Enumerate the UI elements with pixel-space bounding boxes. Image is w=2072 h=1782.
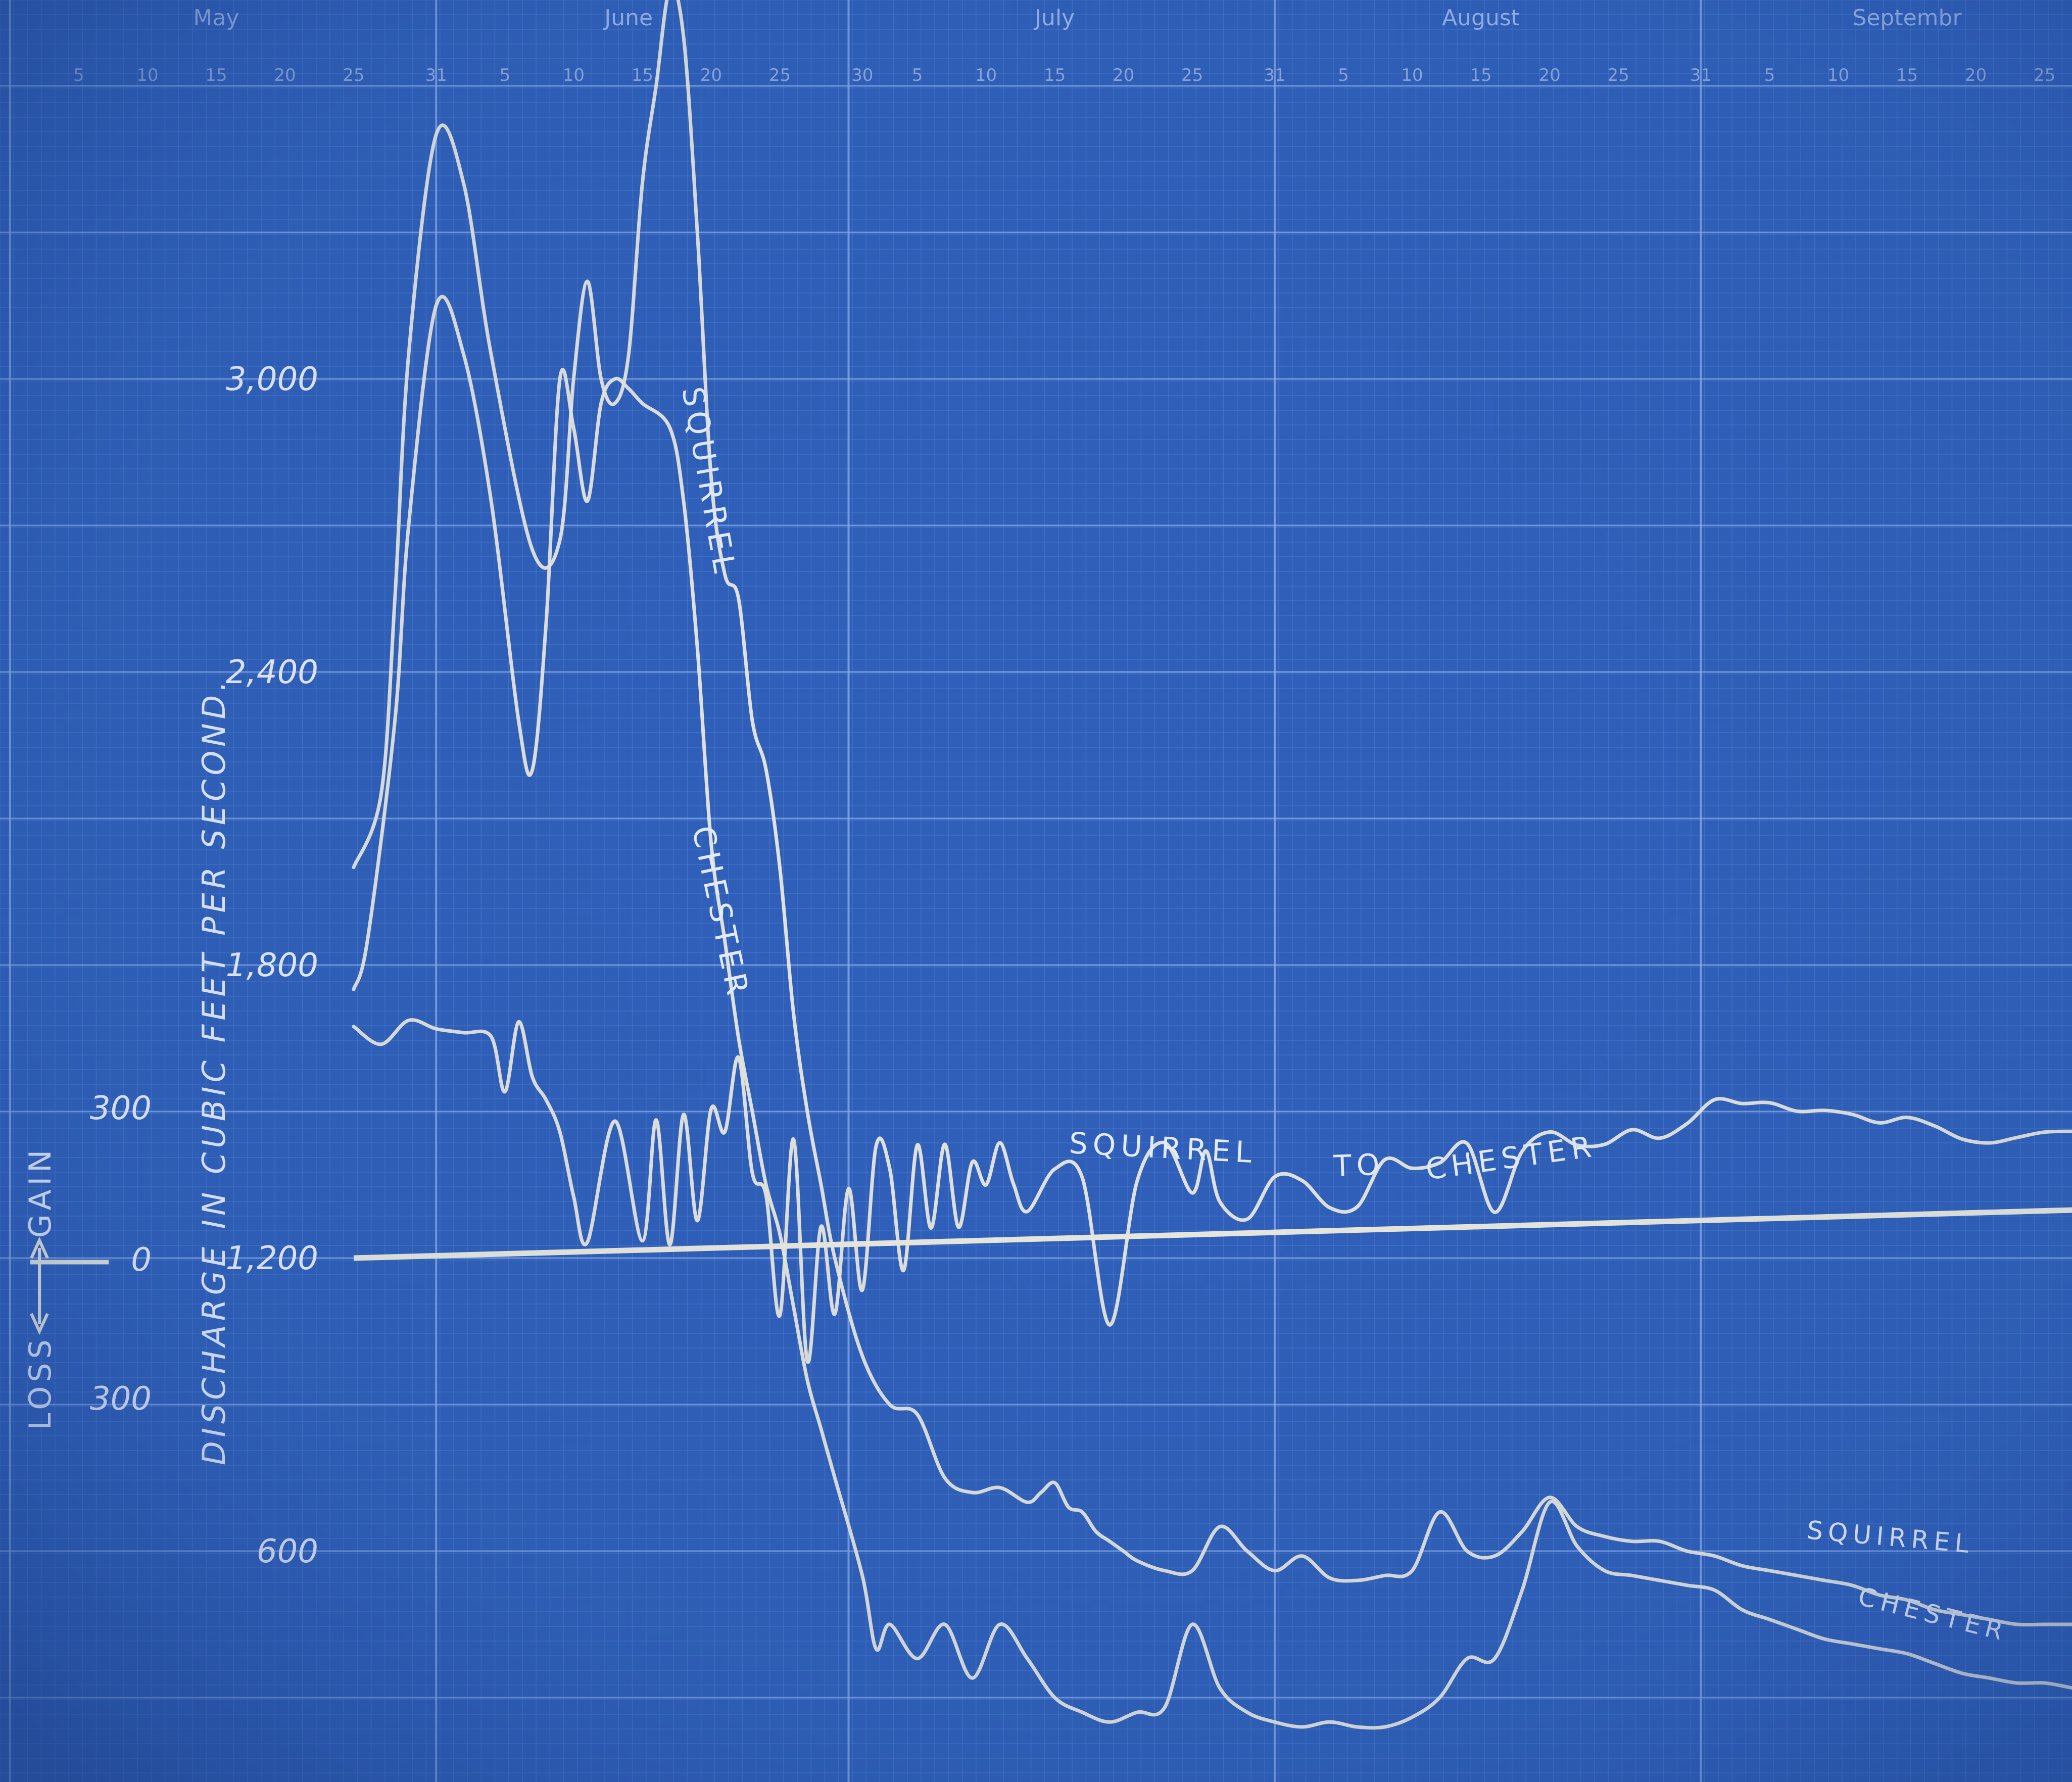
annotation-to: TO [1332, 1147, 1385, 1184]
day-tick-label: 20 [1965, 65, 1987, 85]
day-tick-label: 31 [1690, 65, 1712, 85]
day-tick-label: 5 [1764, 65, 1775, 85]
day-tick-label: 20 [1113, 65, 1134, 85]
day-tick-label: 10 [975, 65, 997, 85]
day-tick-label: 15 [1044, 65, 1066, 85]
day-tick-label: 5 [912, 65, 923, 85]
day-tick-label: 31 [1264, 65, 1285, 85]
day-tick-label: 15 [205, 65, 227, 85]
gain-label: GAIN [23, 1146, 58, 1238]
day-tick-label: 25 [1608, 65, 1629, 85]
month-label: Septembr [1852, 5, 1962, 31]
y-tick-label: 3,000 [226, 361, 318, 398]
secondary-tick-label: 300 [90, 1380, 152, 1418]
day-tick-label: 10 [136, 65, 158, 85]
secondary-tick-label: 300 [90, 1090, 152, 1127]
day-tick-label: 25 [2034, 65, 2055, 85]
day-tick-label: 5 [73, 65, 84, 85]
y-tick-label: 600 [257, 1533, 318, 1570]
loss-label: LOSS [23, 1335, 58, 1430]
y-tick-label: 1,200 [226, 1240, 318, 1277]
y-axis-label: DISCHARGE IN CUBIC FEET PER SECOND. [196, 677, 232, 1465]
day-tick-label: 15 [632, 65, 653, 85]
day-tick-label: 15 [1470, 65, 1491, 85]
secondary-tick-label: 0 [131, 1241, 152, 1279]
month-label: July [1033, 5, 1075, 31]
y-tick-label: 2,400 [226, 654, 318, 691]
day-tick-label: 30 [851, 65, 873, 85]
y-tick-label: 1,800 [226, 947, 318, 984]
day-tick-label: 20 [700, 65, 722, 85]
day-tick-label: 5 [499, 65, 510, 85]
day-tick-label: 10 [1401, 65, 1423, 85]
month-label: June [603, 5, 653, 31]
day-tick-label: 15 [1896, 65, 1918, 85]
day-tick-label: 25 [343, 65, 364, 85]
day-tick-label: 25 [769, 65, 791, 85]
day-tick-label: 10 [1827, 65, 1849, 85]
month-label: May [193, 5, 239, 31]
day-tick-label: 10 [563, 65, 585, 85]
day-tick-label: 5 [1338, 65, 1349, 85]
month-label: August [1442, 5, 1520, 31]
day-tick-label: 20 [1538, 65, 1560, 85]
day-tick-label: 20 [274, 65, 296, 85]
day-tick-label: 25 [1181, 65, 1203, 85]
day-tick-label: 31 [425, 65, 447, 85]
